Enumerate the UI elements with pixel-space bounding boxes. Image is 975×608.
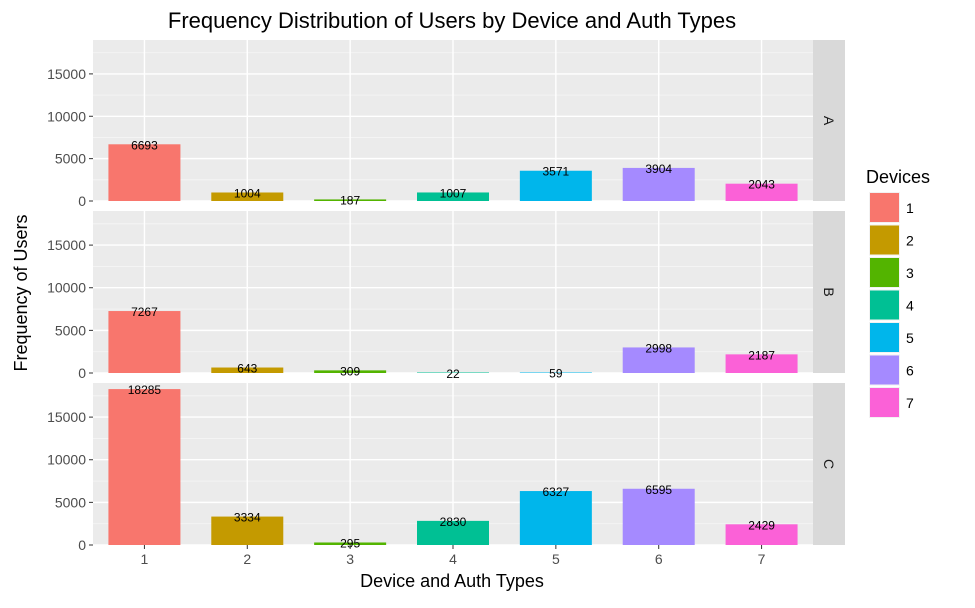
y-tick-label: 0 [78,365,86,381]
bar-B-4 [417,372,489,373]
data-label: 2998 [645,341,672,355]
data-label: 6693 [131,138,158,152]
bar-A-3 [314,199,387,201]
chart-title: Frequency Distribution of Users by Devic… [168,8,736,33]
x-axis-label: Device and Auth Types [360,571,544,591]
bar-B-6 [622,347,695,373]
y-tick-label: 15000 [47,409,86,425]
bar-A-2 [211,192,284,201]
facet-strip-label: C [821,459,837,469]
y-tick-label: 10000 [47,452,86,468]
legend-swatch [870,388,899,417]
x-tick-label: 5 [552,551,560,567]
legend-swatch [870,225,899,255]
x-tick-label: 2 [243,551,251,567]
bar-C-3 [314,542,387,545]
bar-A-5 [519,170,592,201]
x-tick-label: 3 [346,551,354,567]
y-axis-label: Frequency of Users [11,214,31,371]
data-label: 59 [549,366,563,380]
data-label: 295 [340,536,360,550]
data-label: 2043 [748,178,775,192]
legend-label: 3 [906,265,914,281]
bar-C-1 [108,389,181,545]
y-tick-label: 5000 [55,322,86,338]
y-tick-label: 15000 [47,66,86,82]
legend-swatch [870,193,899,222]
bar-A-6 [622,167,695,201]
data-label: 7267 [131,305,158,319]
legend-label: 7 [906,395,914,411]
bar-B-5 [519,372,592,373]
data-label: 2830 [440,515,467,529]
legend-title: Devices [866,167,930,187]
legend: Devices 1 2 3 4 5 6 7 [866,167,930,418]
y-tick-label: 5000 [55,494,86,510]
data-label: 643 [237,362,257,376]
legend-label: 6 [906,363,914,379]
y-tick-label: 0 [78,537,86,553]
x-tick-label: 6 [655,551,663,567]
y-tick-label: 15000 [47,237,86,253]
bar-B-2 [211,367,284,373]
legend-swatch [870,258,899,287]
facet-strip-label: A [821,116,837,126]
x-axis-ticks: 1 2 3 4 5 6 7 [141,545,766,567]
bar-B-1 [108,311,181,373]
data-label: 1007 [440,186,467,200]
data-label: 1004 [234,186,261,200]
data-label: 22 [446,367,460,381]
facet-panel-C: 0 5000 10000 15000 18285 3334 295 2830 6327 6595 2… [47,383,845,553]
data-label: 18285 [128,383,162,397]
legend-swatch [870,290,899,320]
legend-label: 1 [906,200,914,216]
legend-label: 2 [906,233,914,249]
facet-strip [813,211,845,373]
facet-strip-label: B [821,287,837,296]
bar-C-5 [519,491,592,545]
facet-panels: 0 5000 10000 15000 6693 1004 187 1007 3571 3904 20… [47,40,845,553]
data-label: 2429 [748,518,775,532]
data-label: 6595 [645,483,672,497]
x-tick-label: 7 [758,551,766,567]
legend-swatch [870,323,899,352]
data-label: 3904 [645,162,672,176]
legend-swatch [870,355,899,385]
bar-B-3 [314,370,387,373]
data-label: 309 [340,364,360,378]
data-label: 6327 [543,485,570,499]
bar-A-1 [108,144,181,201]
bar-A-4 [417,192,489,201]
data-label: 3334 [234,511,261,525]
bar-C-2 [211,516,284,545]
x-tick-label: 4 [449,551,457,567]
bar-A-7 [725,183,798,201]
facet-strip [813,40,845,201]
bar-C-7 [725,524,798,545]
y-tick-label: 5000 [55,151,86,167]
legend-label: 4 [906,298,914,314]
bar-C-4 [417,520,489,545]
x-tick-label: 1 [141,551,149,567]
bar-B-7 [725,354,798,373]
facet-panel-B: 0 5000 10000 15000 7267 643 309 22 59 2998 2187 B [47,211,845,381]
y-tick-label: 10000 [47,108,86,124]
facet-strip [813,383,845,545]
data-label: 2187 [748,348,775,362]
data-label: 187 [340,193,360,207]
y-tick-label: 0 [78,193,86,209]
facet-panel-A: 0 5000 10000 15000 6693 1004 187 1007 3571 3904 20… [47,40,845,209]
data-label: 3571 [543,165,570,179]
y-tick-label: 10000 [47,280,86,296]
legend-label: 5 [906,330,914,346]
bar-C-6 [622,488,695,545]
